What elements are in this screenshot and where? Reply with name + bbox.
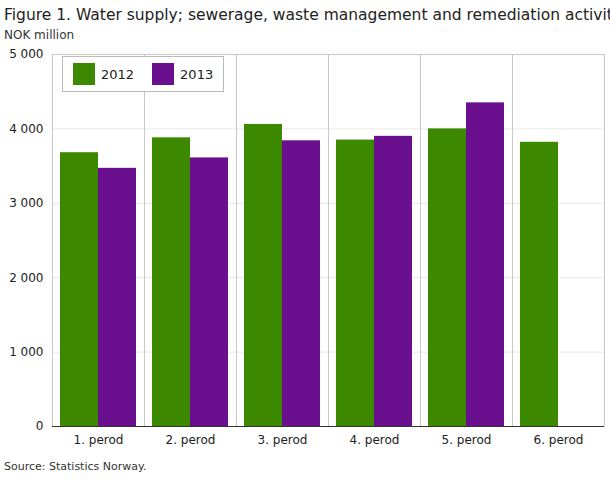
html-text:2012: 2012 xyxy=(101,66,135,82)
svg-text:4 000: 4 000 xyxy=(9,122,43,136)
html-text:Source: Statistics Norway.: Source: Statistics Norway. xyxy=(4,460,147,473)
svg-text:6. perod: 6. perod xyxy=(534,433,584,447)
svg-text:2 000: 2 000 xyxy=(9,271,43,285)
svg-text:2. perod: 2. perod xyxy=(166,433,216,447)
svg-text:1 000: 1 000 xyxy=(9,345,43,359)
svg-text:0: 0 xyxy=(36,419,44,433)
svg-text:4. perod: 4. perod xyxy=(350,433,400,447)
svg-text:3 000: 3 000 xyxy=(9,196,43,210)
svg-text:5. perod: 5. perod xyxy=(442,433,492,447)
svg-text:3. perod: 3. perod xyxy=(258,433,308,447)
html-text:NOK million: NOK million xyxy=(4,28,75,42)
html-text:2013: 2013 xyxy=(180,66,214,82)
svg-text:5 000: 5 000 xyxy=(9,47,43,61)
svg-text:1. perod: 1. perod xyxy=(74,433,124,447)
